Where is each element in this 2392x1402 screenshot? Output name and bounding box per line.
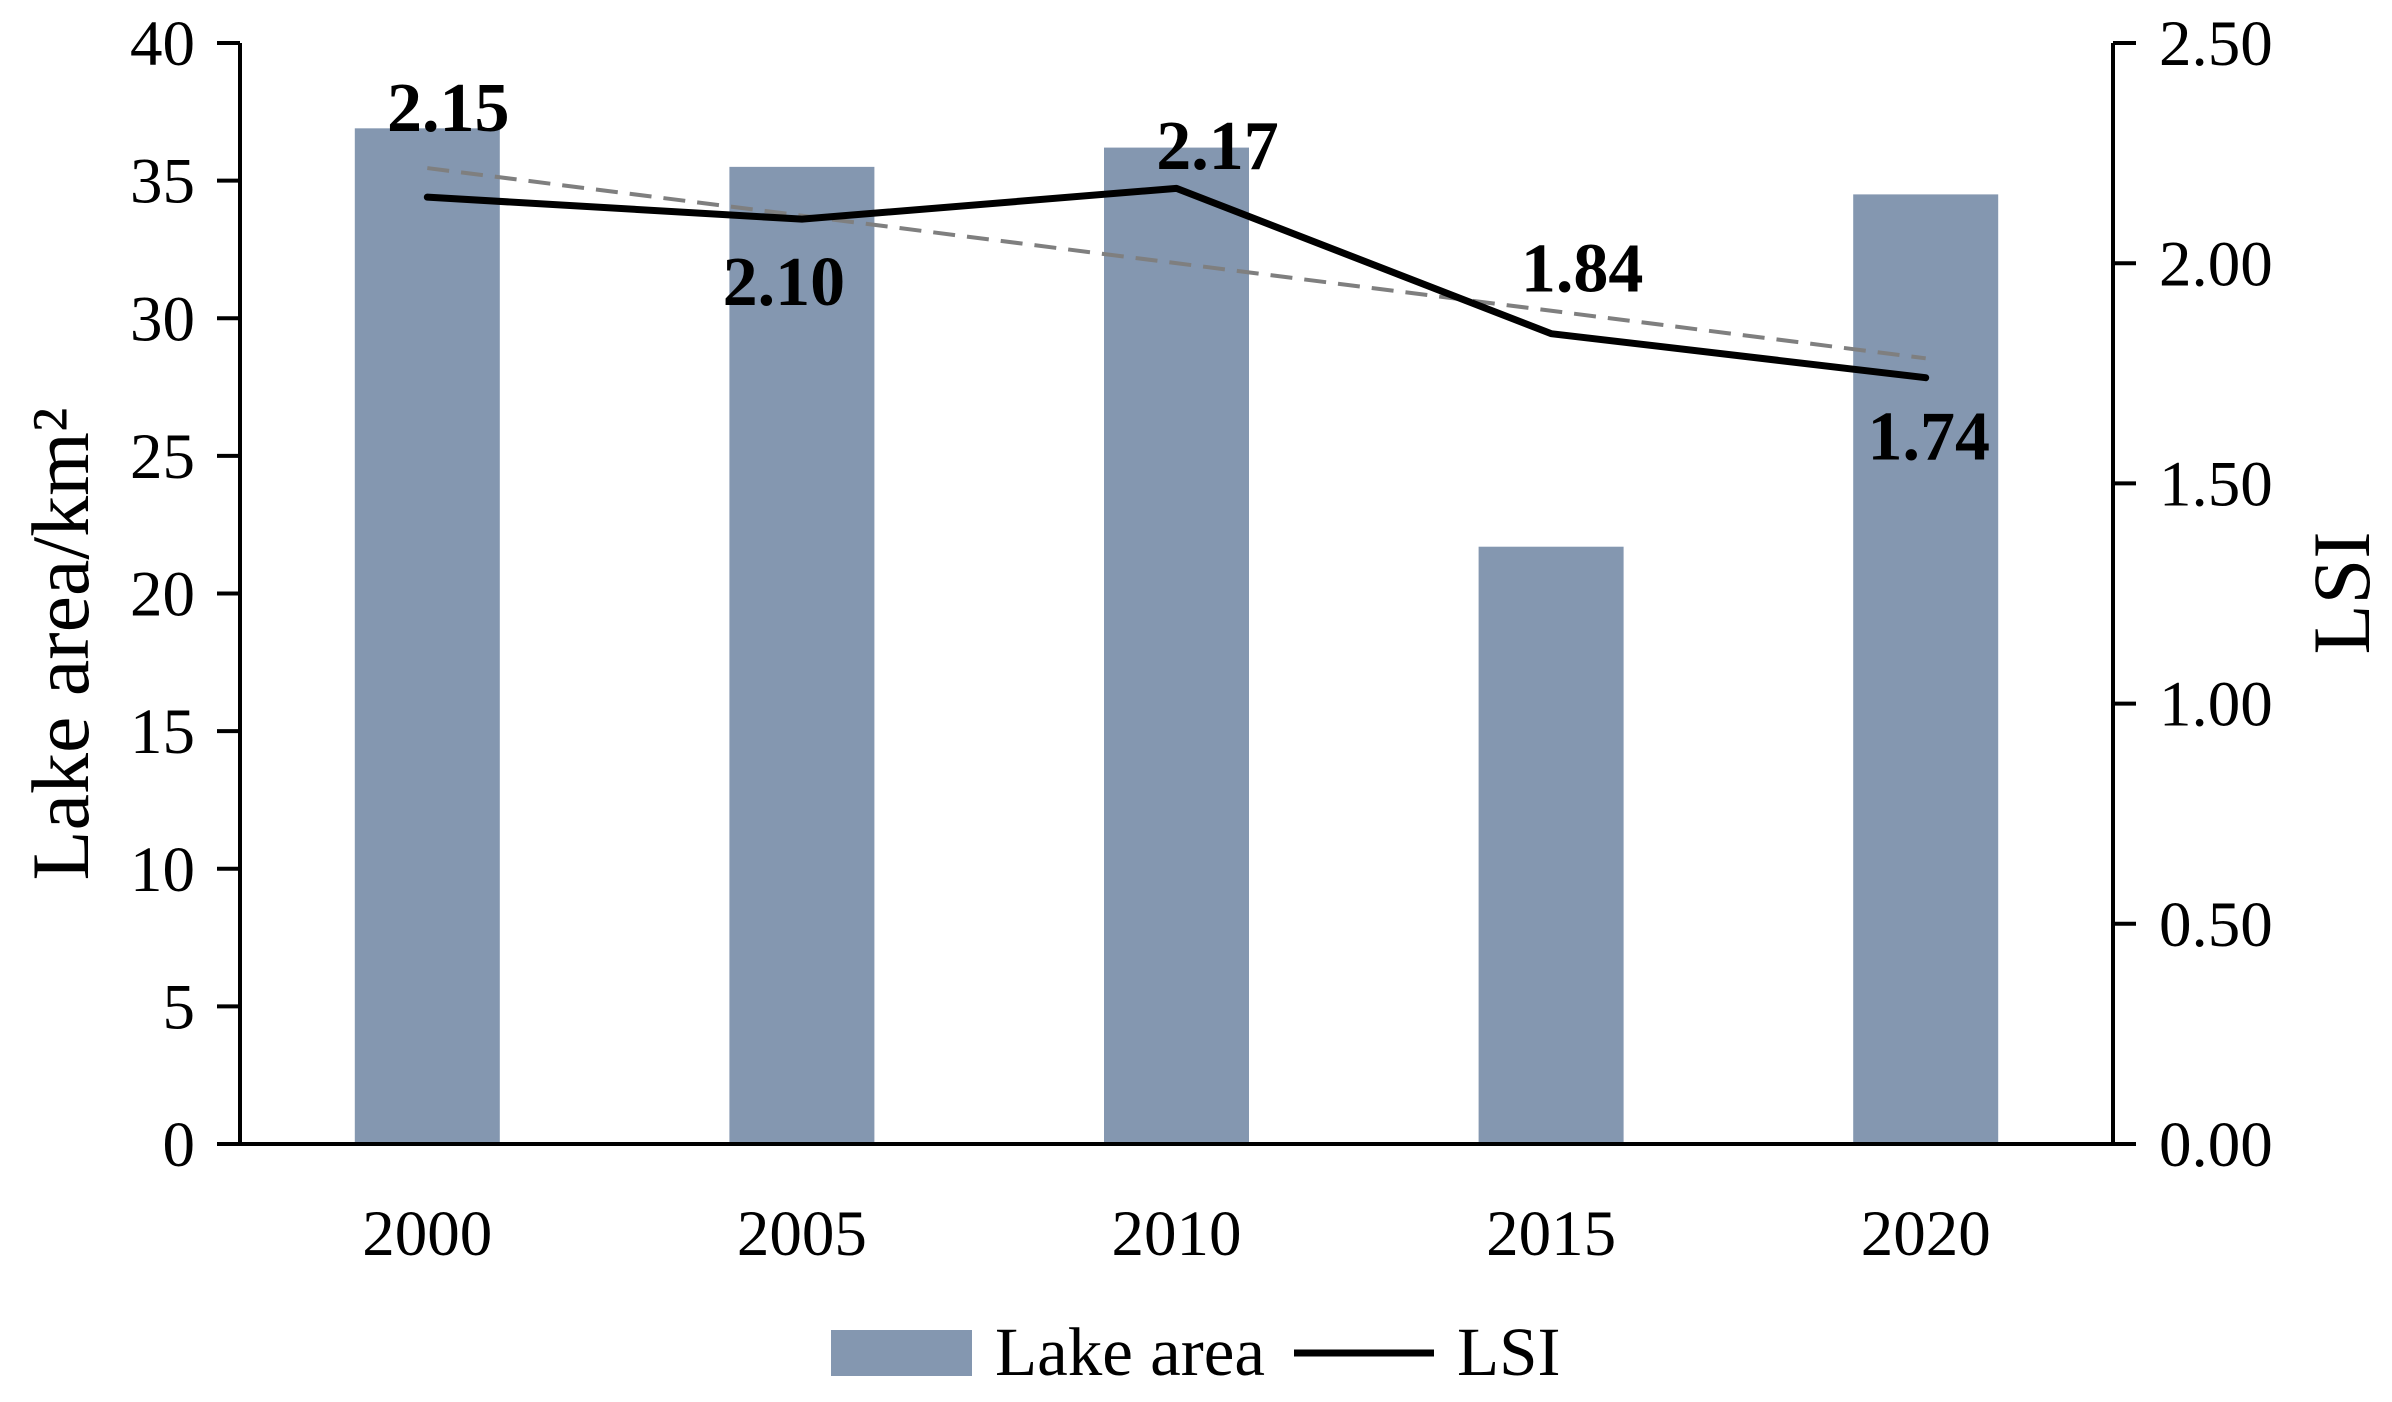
left-tick-label: 40 xyxy=(130,8,195,80)
legend-label-lsi: LSI xyxy=(1457,1314,1561,1390)
lsi-data-label: 1.84 xyxy=(1521,230,1644,307)
legend-label-lake-area: Lake area xyxy=(995,1314,1265,1390)
x-tick-label: 2005 xyxy=(737,1198,867,1270)
legend: Lake area LSI xyxy=(831,1314,1561,1390)
left-tick-label: 30 xyxy=(130,283,195,355)
left-tick-label: 15 xyxy=(130,696,195,768)
x-tick-label: 2015 xyxy=(1486,1198,1616,1270)
legend-swatch-lake-area xyxy=(831,1330,972,1376)
right-tick-label: 1.50 xyxy=(2159,449,2273,521)
lsi-data-label: 1.74 xyxy=(1867,399,1990,476)
right-tick-label: 1.00 xyxy=(2159,669,2273,741)
bar-2010 xyxy=(1104,147,1249,1145)
x-tick-label: 2010 xyxy=(1112,1198,1242,1270)
bar-2015 xyxy=(1478,546,1624,1144)
right-tick-label: 2.50 xyxy=(2159,8,2273,80)
plot-area: 0 5 10 15 20 25 30 35 40 0.00 0.50 1.00 1.50 2.00 2.50… xyxy=(130,8,2273,1270)
x-tick-label: 2020 xyxy=(1861,1198,1991,1270)
lsi-data-label: 2.10 xyxy=(723,244,846,321)
x-tick-label: 2000 xyxy=(362,1198,492,1270)
left-tick-label: 10 xyxy=(130,834,195,906)
bar-2000 xyxy=(354,128,500,1144)
bar-2005 xyxy=(729,166,875,1145)
lsi-trendline xyxy=(427,166,1926,361)
right-tick-label: 2.00 xyxy=(2159,228,2273,300)
bar-2020 xyxy=(1853,194,1999,1144)
lsi-line xyxy=(423,184,1930,382)
left-tick-label: 5 xyxy=(163,971,196,1043)
lsi-data-label: 2.15 xyxy=(387,70,510,147)
left-tick-label: 35 xyxy=(130,146,195,218)
left-tick-label: 25 xyxy=(130,421,195,493)
left-tick-label: 0 xyxy=(163,1109,196,1181)
right-axis-title: LSI xyxy=(2296,532,2387,655)
left-axis-title: Lake area/km² xyxy=(15,407,106,880)
right-tick-label: 0.00 xyxy=(2159,1109,2273,1181)
right-tick-label: 0.50 xyxy=(2159,889,2273,961)
lsi-data-label: 2.17 xyxy=(1156,108,1279,185)
left-tick-label: 20 xyxy=(130,559,195,631)
